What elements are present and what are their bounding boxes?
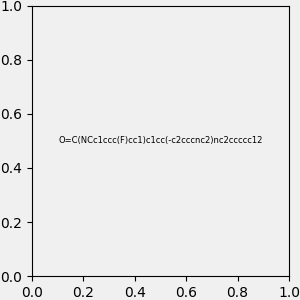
Text: O=C(NCc1ccc(F)cc1)c1cc(-c2cccnc2)nc2ccccc12: O=C(NCc1ccc(F)cc1)c1cc(-c2cccnc2)nc2cccc… bbox=[58, 136, 262, 146]
